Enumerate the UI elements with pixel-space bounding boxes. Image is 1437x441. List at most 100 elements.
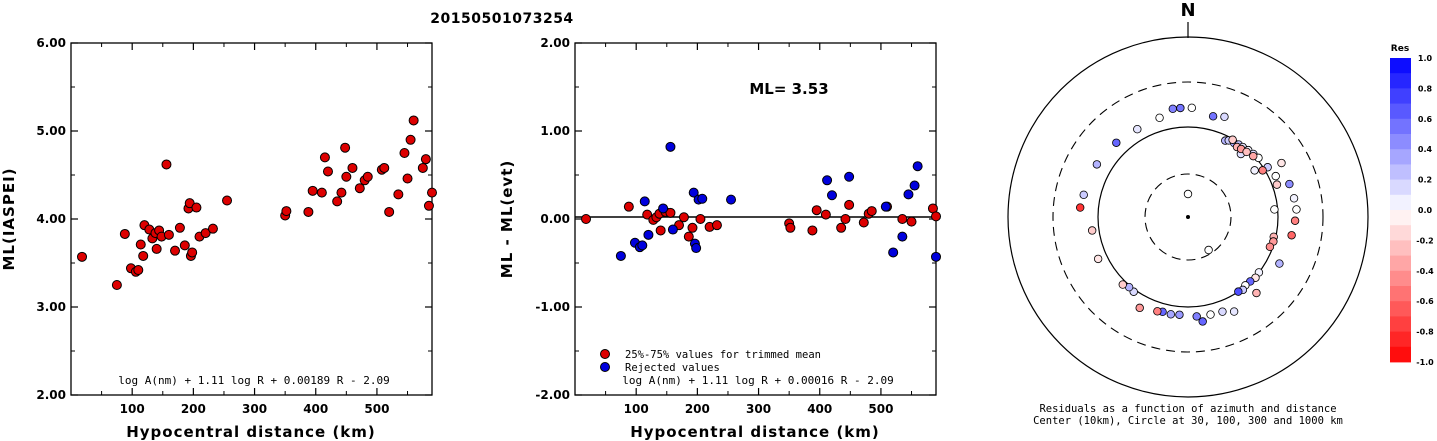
colorbar-cell — [1390, 210, 1411, 226]
y-tick-label: 2.00 — [540, 36, 570, 50]
station-point — [1287, 231, 1296, 240]
station-point — [1175, 310, 1184, 319]
kept-point — [711, 220, 722, 231]
station-point — [1258, 166, 1267, 175]
colorbar-cell — [1390, 73, 1411, 89]
y-tick-label: -1.00 — [535, 300, 570, 314]
rejected-point — [639, 196, 650, 207]
rejected-point — [658, 203, 669, 214]
caption-line-1: Residuals as a function of azimuth and d… — [1039, 403, 1336, 415]
colorbar-tick-label: 1.0 — [1418, 54, 1433, 63]
colorbar-tick-label: 0.8 — [1418, 84, 1433, 93]
colorbar-cell — [1390, 164, 1411, 180]
x-tick-label: 200 — [685, 402, 710, 416]
colorbar-tick-label: -1.0 — [1416, 358, 1434, 367]
colorbar-cell — [1390, 88, 1411, 104]
data-point — [179, 240, 190, 251]
station-point — [1168, 104, 1177, 114]
rejected-point — [691, 243, 702, 254]
kept-point — [655, 225, 666, 236]
data-point — [399, 148, 410, 158]
kept-point — [678, 212, 689, 223]
colorbar-cell — [1390, 225, 1411, 241]
legend-rejected-label: Rejected values — [625, 362, 720, 374]
residual-colorbar: Res 1.0 0.8 0.6 0.4 0.2 0.0 -0.2 -0.4 -0.6 -0.8 -1… — [1390, 44, 1434, 367]
y-tick-label: 5.00 — [36, 124, 66, 138]
station-point — [1250, 166, 1259, 175]
data-point — [303, 206, 314, 217]
kept-point — [844, 199, 855, 210]
kept-point — [683, 231, 694, 242]
data-point — [281, 206, 292, 217]
data-point — [200, 228, 211, 239]
station-point — [1234, 287, 1243, 296]
azimuth-plot: N Residuals as a function of azimuth and… — [1007, 0, 1369, 427]
data-point — [316, 187, 327, 198]
x-tick-label: 200 — [181, 402, 206, 416]
data-points — [581, 141, 941, 262]
station-point — [1277, 158, 1286, 168]
ring-300km — [1052, 81, 1324, 353]
data-point — [423, 200, 434, 211]
kept-point — [581, 214, 592, 224]
data-points — [77, 115, 437, 290]
colorbar-cell — [1390, 134, 1411, 150]
data-point — [336, 187, 347, 198]
data-point — [191, 202, 202, 213]
colorbar-ticks: 1.0 0.8 0.6 0.4 0.2 0.0 -0.2 -0.4 -0.6 -0.8 -1.0 — [1416, 54, 1434, 367]
station-point — [1271, 171, 1280, 181]
y-tick-label: 3.00 — [36, 300, 66, 314]
rejected-point — [903, 189, 914, 200]
rejected-point — [667, 224, 678, 235]
rejected-point — [688, 187, 699, 198]
colorbar-tick-label: 0.2 — [1418, 176, 1432, 185]
data-point — [138, 250, 149, 261]
data-point — [207, 223, 218, 234]
colorbar-cell — [1390, 316, 1411, 332]
station-point — [1218, 307, 1227, 316]
data-point — [161, 159, 172, 170]
station-point — [1198, 317, 1207, 326]
colorbar-cell — [1390, 240, 1411, 256]
kept-point — [811, 205, 822, 216]
data-point — [322, 166, 333, 177]
kept-point — [836, 222, 847, 233]
data-point — [341, 171, 352, 182]
x-tick-label: 300 — [746, 402, 771, 416]
rejected-point — [888, 247, 899, 258]
legend-rejected-marker — [600, 362, 610, 372]
data-point — [340, 142, 351, 153]
station-point — [1183, 189, 1193, 199]
station-point — [1208, 112, 1218, 121]
data-point — [174, 222, 185, 233]
data-point — [133, 265, 144, 276]
axis-ticks: 100 200 300 400 500 2.00 3.00 4.00 5.00 6.00 — [36, 36, 432, 416]
ring-30km — [1144, 173, 1232, 261]
station-point — [1192, 312, 1201, 321]
colorbar-tick-label: -0.2 — [1416, 236, 1434, 245]
rejected-point — [726, 194, 737, 205]
legend-kept-marker — [600, 349, 610, 359]
rejected-point — [912, 161, 923, 172]
data-point — [187, 247, 198, 258]
station-point — [1229, 307, 1239, 316]
data-point — [151, 243, 162, 254]
kept-point — [858, 217, 869, 228]
station-point — [1275, 259, 1284, 268]
data-point — [170, 245, 181, 256]
kept-point — [897, 214, 908, 224]
colorbar-cell — [1390, 118, 1411, 135]
station-point — [1290, 216, 1300, 225]
y-tick-label: 6.00 — [36, 36, 66, 50]
colorbar-cell — [1390, 270, 1411, 287]
legend-kept-label: 25%-75% values for trimmed mean — [625, 349, 821, 361]
data-point — [163, 229, 174, 240]
colorbar-tick-label: -0.6 — [1416, 297, 1434, 306]
data-point — [332, 196, 343, 207]
data-point — [347, 162, 358, 173]
station-point — [1153, 307, 1162, 316]
station-point — [1087, 226, 1097, 235]
colorbar-tick-label: 0.4 — [1418, 145, 1433, 154]
station-point — [1249, 151, 1258, 161]
